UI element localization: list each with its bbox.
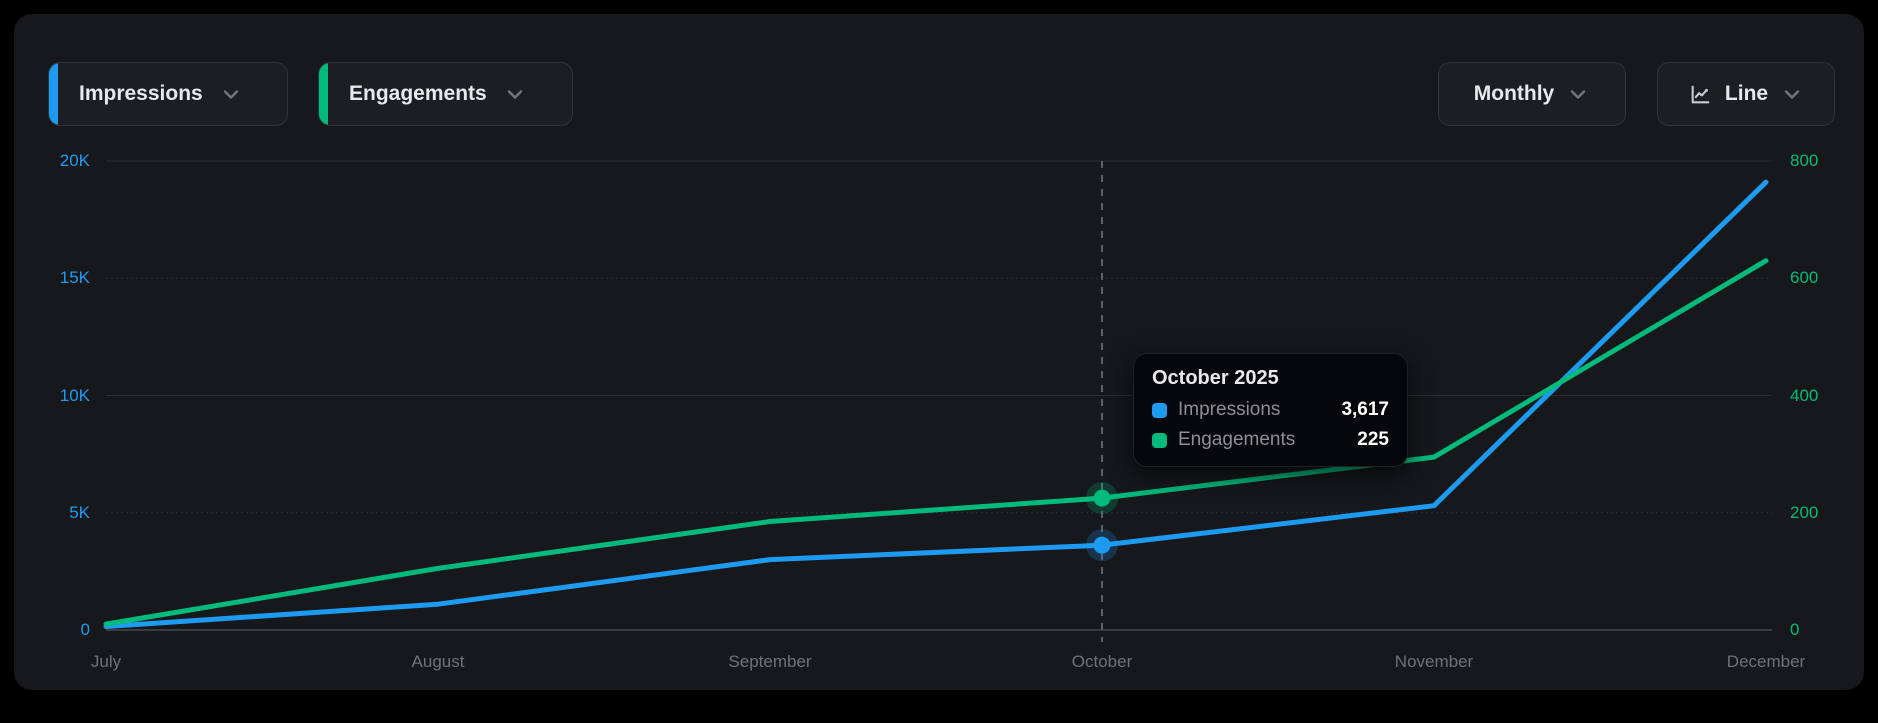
impressions-accent-bar [49,63,58,125]
tooltip-row-impressions: Impressions 3,617 [1152,399,1389,421]
impressions-dropdown-label: Impressions [79,82,203,105]
chevron-down-icon [507,90,522,99]
chart-tooltip: October 2025 Impressions 3,617 Engagemen… [1133,353,1408,467]
engagements-swatch-icon [1152,432,1167,448]
engagements-point[interactable] [1093,489,1111,507]
impressions-point[interactable] [1093,536,1111,554]
tooltip-series-value: 3,617 [1341,399,1389,420]
impressions-metric-dropdown[interactable]: Impressions [48,62,288,126]
engagements-dropdown-label: Engagements [349,82,487,105]
period-dropdown-label: Monthly [1473,82,1555,105]
chevron-down-icon [223,90,238,99]
engagements-line [103,258,1769,627]
line-chart-icon [1691,85,1710,103]
tooltip-series-label: Impressions [1178,399,1281,420]
tooltip-series-value: 225 [1357,429,1389,450]
engagements-accent-bar [319,63,328,125]
tooltip-title: October 2025 [1152,367,1279,389]
tooltip-series-label: Engagements [1178,429,1296,450]
chevron-down-icon [1571,90,1586,99]
impressions-line [103,179,1769,629]
period-dropdown[interactable]: Monthly [1438,62,1626,126]
chart-type-dropdown[interactable]: Line [1657,62,1835,126]
impressions-swatch-icon [1152,402,1167,418]
engagements-metric-dropdown[interactable]: Engagements [318,62,573,126]
analytics-chart-card: Impressions Engagements Monthly Line [14,14,1864,690]
chevron-down-icon [1784,90,1800,99]
tooltip-row-engagements: Engagements 225 [1152,429,1389,451]
chart-type-dropdown-label: Line [1724,82,1769,105]
